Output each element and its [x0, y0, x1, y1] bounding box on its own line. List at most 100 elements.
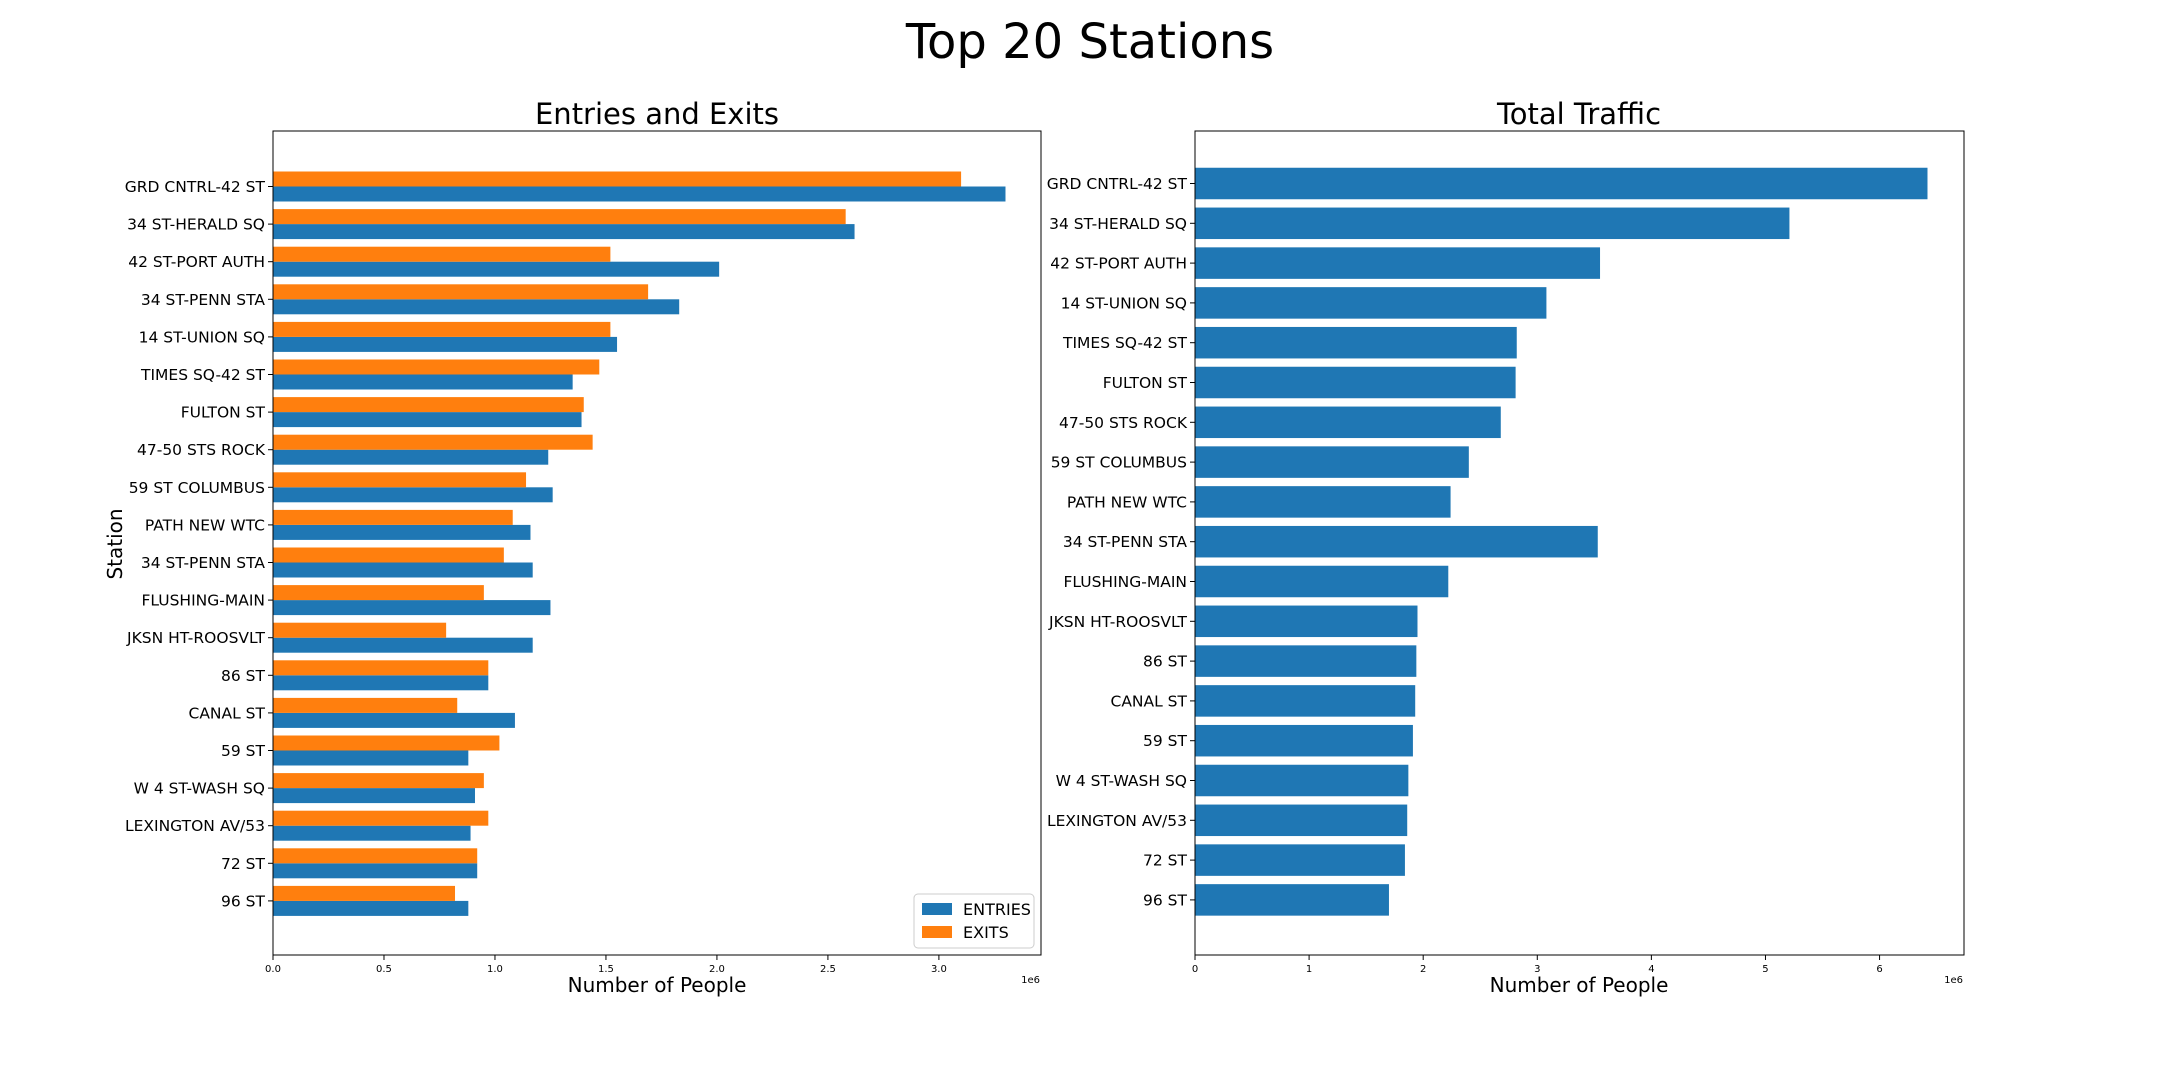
ytick-label: 59 ST: [1143, 732, 1187, 750]
ytick-label: 42 ST-PORT AUTH: [1050, 255, 1187, 273]
bar-exits-w-4-st-wash-sq: [273, 773, 484, 789]
xtick-label: 2: [1420, 964, 1426, 975]
bar-exits-path-new-wtc: [273, 509, 513, 525]
bar-entries-96-st: [273, 900, 469, 916]
bar-exits-34-st-penn-sta: [273, 284, 649, 300]
ytick-label: FULTON ST: [181, 404, 266, 422]
ytick-label: CANAL ST: [189, 704, 266, 722]
bar-entries-86-st: [273, 675, 489, 691]
bar-exits-grd-cntrl-42-st: [273, 171, 962, 187]
bar-exits-lexington-av-53: [273, 810, 489, 826]
ytick-label: 47-50 STS ROCK: [1059, 414, 1188, 432]
bar-exits-flushing-main: [273, 585, 484, 601]
entries-exits-panel: Entries and Exits Number of People Stati…: [103, 97, 1042, 997]
legend-label-exits: EXITS: [963, 923, 1009, 942]
ytick-label: W 4 ST-WASH SQ: [134, 780, 265, 798]
bar-exits-fulton-st: [273, 397, 584, 413]
bar-exits-34-st-herald-sq: [273, 209, 846, 225]
figure-title: Top 20 Stations: [905, 14, 1274, 70]
total-traffic-yticks: GRD CNTRL-42 ST 34 ST-HERALD SQ 42 ST-PORT…: [1047, 175, 1195, 909]
ytick-label: 34 ST-PENN STA: [141, 554, 265, 572]
xtick-label: 0.0: [265, 964, 281, 975]
legend-swatch-entries: [922, 903, 952, 915]
entries-exits-yticks: GRD CNTRL-42 ST 34 ST-HERALD SQ 42 ST-PORT…: [125, 178, 273, 910]
entries-exits-offset-label: 1e6: [1021, 975, 1040, 986]
bar-entries-34-st-herald-sq: [273, 224, 855, 240]
bar-entries-w-4-st-wash-sq: [273, 788, 475, 804]
ytick-label: 42 ST-PORT AUTH: [128, 253, 265, 271]
ytick-label: PATH NEW WTC: [145, 516, 265, 534]
legend-swatch-exits: [922, 926, 952, 938]
ytick-label: 96 ST: [221, 892, 265, 910]
bar-total-59-st-columbus: [1195, 446, 1469, 478]
bar-total-times-sq-42-st: [1195, 326, 1517, 359]
bar-total-flushing-main: [1195, 565, 1449, 598]
ytick-label: 47-50 STS ROCK: [137, 441, 266, 459]
xtick-label: 5: [1762, 964, 1768, 975]
bar-total-canal-st: [1195, 685, 1416, 717]
bar-total-96-st: [1195, 884, 1389, 916]
ytick-label: GRD CNTRL-42 ST: [1047, 175, 1188, 193]
bar-total-72-st: [1195, 844, 1405, 876]
ytick-label: TIMES SQ-42 ST: [140, 366, 266, 384]
bar-exits-canal-st: [273, 697, 458, 713]
bar-exits-jksn-ht-roosvlt: [273, 622, 447, 638]
entries-exits-xticks: 0.0 0.5 1.0 1.5 2.0 2.5 3.0: [265, 955, 947, 975]
ytick-label: CANAL ST: [1111, 692, 1188, 710]
entries-exits-title: Entries and Exits: [535, 97, 779, 131]
ytick-label: FLUSHING-MAIN: [141, 592, 265, 610]
ytick-label: LEXINGTON AV/53: [125, 817, 265, 835]
bar-total-59-st: [1195, 724, 1413, 757]
total-traffic-title: Total Traffic: [1496, 97, 1661, 131]
bar-total-42-st-port-auth: [1195, 247, 1601, 279]
xtick-label: 0.5: [376, 964, 392, 975]
bar-exits-72-st: [273, 848, 478, 864]
bar-entries-34-st-penn-sta: [273, 299, 680, 315]
total-traffic-xlabel: Number of People: [1490, 973, 1669, 997]
ytick-label: 14 ST-UNION SQ: [139, 328, 265, 346]
bar-total-fulton-st: [1195, 366, 1516, 399]
bar-exits-14-st-union-sq: [273, 321, 611, 337]
bar-entries-times-sq-42-st: [273, 374, 573, 390]
bar-entries-path-new-wtc: [273, 524, 531, 540]
total-traffic-xticks: 0 1 2 3 4 5 6: [1192, 955, 1883, 975]
ytick-label: PATH NEW WTC: [1067, 493, 1187, 511]
total-traffic-panel: Total Traffic Number of People 1e6 GRD C…: [1047, 97, 1965, 997]
ytick-label: TIMES SQ-42 ST: [1062, 334, 1188, 352]
legend-label-entries: ENTRIES: [963, 900, 1031, 919]
entries-exits-axes-frame: [272, 130, 1042, 956]
ytick-label: 86 ST: [1143, 653, 1187, 671]
ytick-label: GRD CNTRL-42 ST: [125, 178, 266, 196]
bar-total-47-50-sts-rock: [1195, 406, 1501, 439]
ytick-label: JKSN HT-ROOSVLT: [126, 629, 266, 647]
bar-entries-fulton-st: [273, 412, 582, 428]
total-traffic-axes-frame: [1194, 130, 1965, 956]
legend: ENTRIES EXITS: [913, 893, 1035, 949]
xtick-label: 3: [1534, 964, 1540, 975]
bar-exits-59-st: [273, 735, 500, 751]
ytick-label: 72 ST: [221, 855, 265, 873]
entries-exits-ylabel: Station: [103, 508, 127, 579]
ytick-label: JKSN HT-ROOSVLT: [1048, 613, 1188, 631]
bar-entries-72-st: [273, 863, 478, 879]
bar-entries-34-st-penn-sta: [273, 562, 533, 578]
bar-total-w-4-st-wash-sq: [1195, 764, 1409, 797]
ytick-label: 34 ST-PENN STA: [1063, 533, 1187, 551]
bar-total-34-st-herald-sq: [1195, 207, 1790, 240]
bar-entries-grd-cntrl-42-st: [273, 186, 1006, 202]
bar-total-14-st-union-sq: [1195, 287, 1547, 319]
ytick-label: W 4 ST-WASH SQ: [1056, 772, 1187, 790]
bar-total-34-st-penn-sta: [1195, 525, 1598, 558]
ytick-label: LEXINGTON AV/53: [1047, 812, 1187, 830]
entries-exits-bars: [273, 171, 1006, 916]
xtick-label: 3.0: [931, 964, 947, 975]
bar-entries-42-st-port-auth: [273, 261, 720, 277]
xtick-label: 1: [1306, 964, 1312, 975]
bar-entries-lexington-av-53: [273, 825, 471, 841]
bar-exits-42-st-port-auth: [273, 246, 611, 262]
bar-entries-canal-st: [273, 712, 515, 728]
ytick-label: 34 ST-PENN STA: [141, 291, 265, 309]
ytick-label: FLUSHING-MAIN: [1063, 573, 1187, 591]
